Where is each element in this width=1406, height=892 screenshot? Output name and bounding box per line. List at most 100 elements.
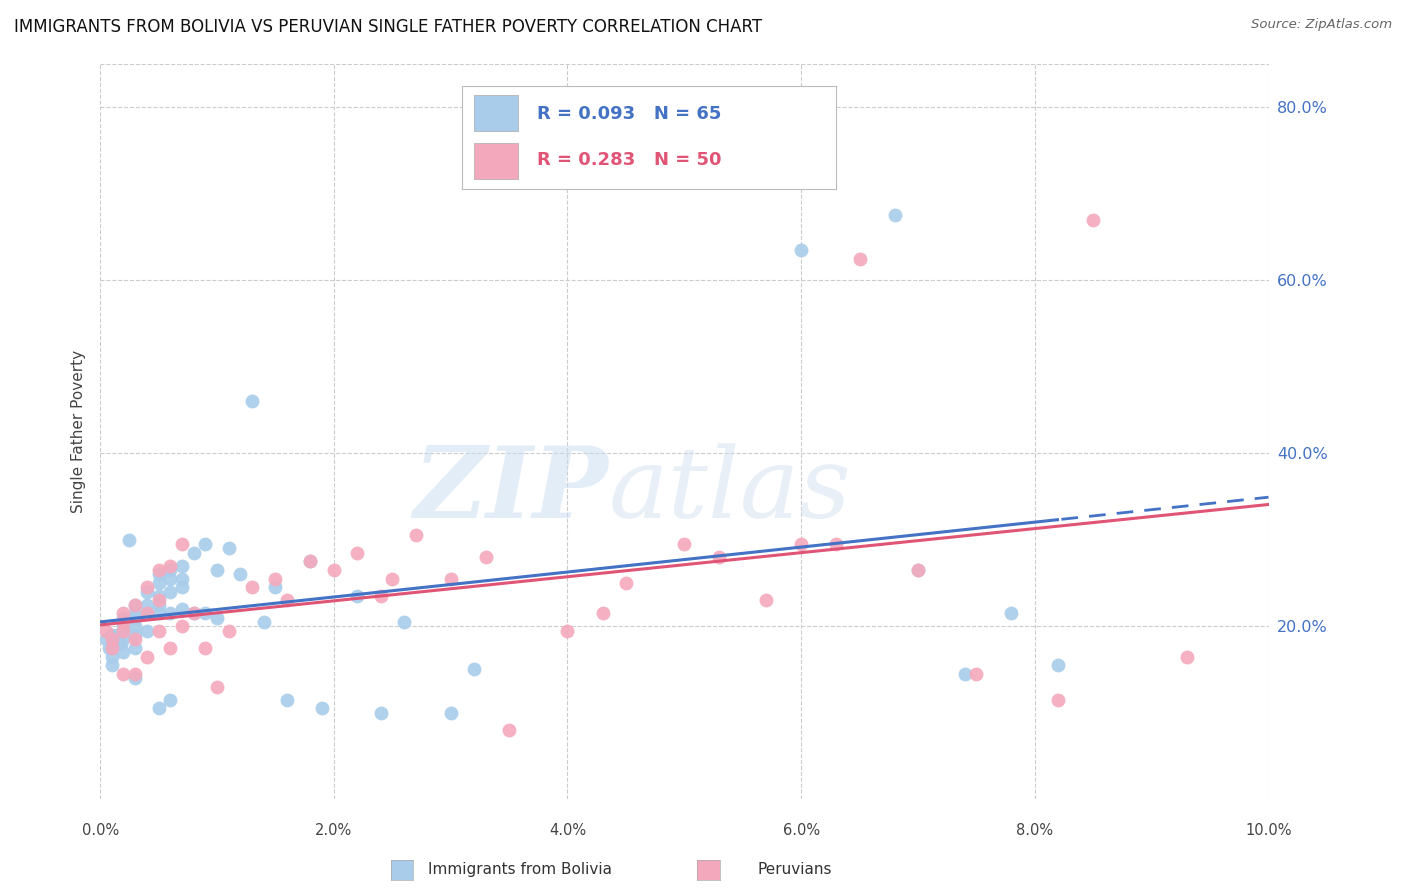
Point — [322, 563, 344, 577]
Point — [118, 533, 141, 547]
Point — [218, 541, 240, 556]
Text: ZIP: ZIP — [413, 442, 609, 539]
Point — [159, 558, 181, 573]
Point — [194, 537, 217, 551]
Point — [205, 610, 228, 624]
Point — [240, 394, 263, 409]
Point — [183, 546, 205, 560]
Point — [392, 615, 415, 629]
Point — [370, 589, 392, 603]
Point — [159, 584, 181, 599]
Point — [848, 252, 870, 266]
Point — [159, 572, 181, 586]
Point — [98, 640, 121, 655]
Text: 4.0%: 4.0% — [548, 823, 586, 838]
Point — [755, 593, 778, 607]
Point — [110, 636, 132, 650]
Point — [124, 666, 146, 681]
Point — [276, 593, 298, 607]
Point — [965, 666, 987, 681]
Point — [370, 706, 392, 720]
Point — [183, 607, 205, 621]
Point — [101, 658, 124, 673]
Point — [112, 610, 135, 624]
Point — [381, 572, 404, 586]
Point — [124, 640, 146, 655]
Point — [148, 576, 170, 591]
Point — [170, 558, 193, 573]
Point — [124, 610, 146, 624]
Point — [112, 666, 135, 681]
Text: 8.0%: 8.0% — [1017, 823, 1053, 838]
Point — [170, 580, 193, 594]
Point — [440, 572, 463, 586]
Point — [159, 607, 181, 621]
Point — [194, 607, 217, 621]
Point — [790, 243, 813, 257]
Point — [135, 580, 157, 594]
Point — [112, 624, 135, 638]
Point — [170, 619, 193, 633]
Point — [148, 598, 170, 612]
Point — [205, 563, 228, 577]
Point — [218, 624, 240, 638]
Point — [1047, 658, 1070, 673]
Point — [135, 607, 157, 621]
Point — [148, 589, 170, 603]
Text: Source: ZipAtlas.com: Source: ZipAtlas.com — [1251, 18, 1392, 31]
Point — [474, 550, 496, 565]
Point — [299, 554, 322, 568]
Point — [1083, 212, 1105, 227]
Point — [183, 607, 205, 621]
Point — [194, 640, 217, 655]
Text: 6.0%: 6.0% — [783, 823, 820, 838]
Point — [107, 628, 129, 642]
Point — [101, 640, 124, 655]
Point — [124, 628, 146, 642]
Point — [112, 615, 135, 629]
Point — [94, 624, 117, 638]
Point — [159, 563, 181, 577]
Point — [112, 607, 135, 621]
Point — [170, 602, 193, 616]
Point — [673, 537, 696, 551]
Point — [101, 628, 124, 642]
Point — [101, 632, 124, 647]
Point — [135, 607, 157, 621]
Text: atlas: atlas — [609, 442, 851, 538]
Text: 10.0%: 10.0% — [1246, 823, 1292, 838]
Point — [124, 619, 146, 633]
Point — [311, 701, 333, 715]
Point — [170, 572, 193, 586]
Point — [498, 723, 520, 737]
Point — [1000, 607, 1022, 621]
Point — [346, 589, 368, 603]
Point — [112, 645, 135, 659]
Point — [463, 663, 485, 677]
Point — [148, 701, 170, 715]
Point — [112, 619, 135, 633]
Point — [124, 607, 146, 621]
Point — [124, 598, 146, 612]
Point — [1175, 649, 1198, 664]
Point — [148, 567, 170, 582]
Text: Peruvians: Peruvians — [758, 863, 831, 877]
Point — [264, 572, 287, 586]
Text: IMMIGRANTS FROM BOLIVIA VS PERUVIAN SINGLE FATHER POVERTY CORRELATION CHART: IMMIGRANTS FROM BOLIVIA VS PERUVIAN SING… — [14, 18, 762, 36]
Point — [883, 209, 905, 223]
Point — [148, 563, 170, 577]
Point — [94, 632, 117, 647]
Point — [299, 554, 322, 568]
Point — [112, 632, 135, 647]
Text: 2.0%: 2.0% — [315, 823, 353, 838]
Point — [253, 615, 276, 629]
Point — [148, 593, 170, 607]
Point — [614, 576, 637, 591]
Point — [135, 598, 157, 612]
Point — [205, 680, 228, 694]
Point — [592, 607, 614, 621]
Point — [907, 563, 929, 577]
Point — [346, 546, 368, 560]
Point — [825, 537, 848, 551]
Point — [790, 537, 813, 551]
